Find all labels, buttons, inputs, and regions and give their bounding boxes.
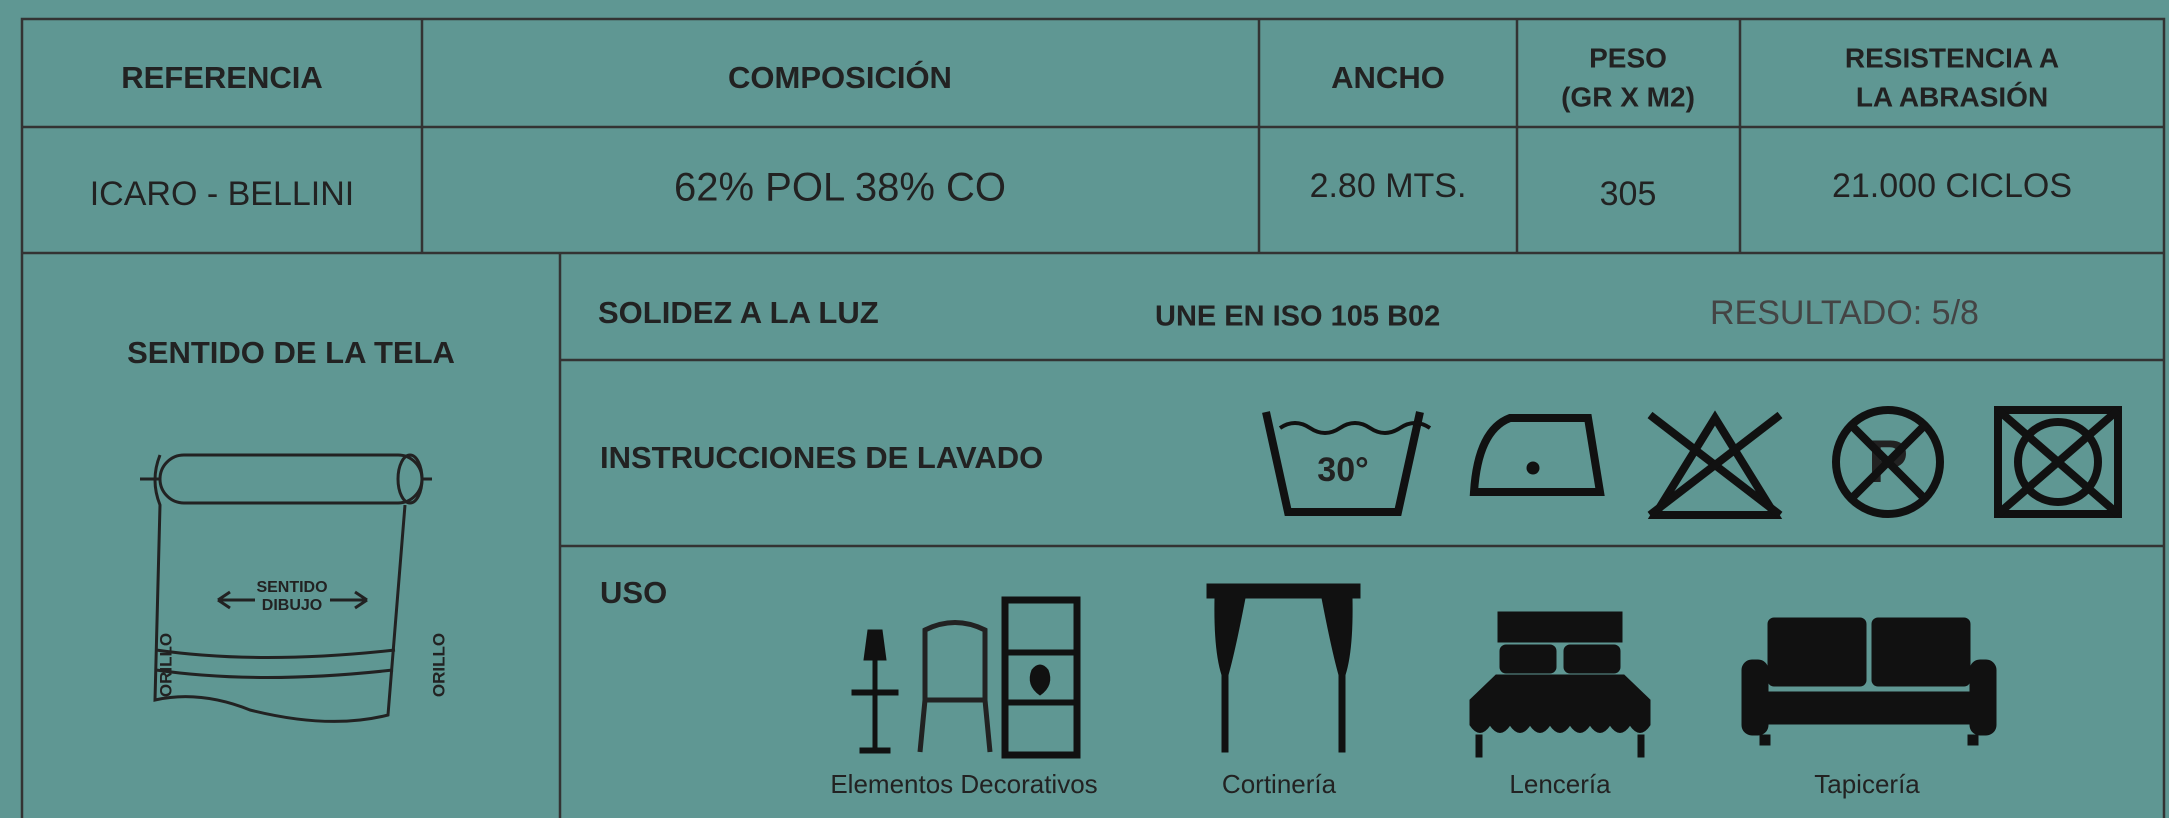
arrow-label: DIBUJO bbox=[262, 597, 322, 614]
header-cell: ANCHO bbox=[1331, 60, 1445, 95]
bed-icon bbox=[1469, 611, 1651, 758]
use-caption: Lencería bbox=[1509, 769, 1611, 799]
decor-icon bbox=[851, 596, 1081, 759]
use-caption: Cortinería bbox=[1222, 769, 1337, 799]
fabric-roll-icon bbox=[140, 453, 432, 723]
section-title: SENTIDO DE LA TELA bbox=[127, 335, 455, 370]
use-caption: Elementos Decorativos bbox=[830, 769, 1097, 799]
result: RESULTADO: 5/8 bbox=[1710, 294, 1979, 332]
table-lines bbox=[22, 19, 2164, 818]
sheet bbox=[20, 17, 2166, 818]
standard: UNE EN ISO 105 B02 bbox=[1155, 301, 1440, 333]
value-cell: 62% POL 38% CO bbox=[674, 166, 1006, 210]
no-bleach-icon bbox=[1647, 410, 1783, 519]
value-cell: 2.80 MTS. bbox=[1310, 167, 1467, 205]
sofa-icon bbox=[1741, 617, 1997, 746]
value-cell: ICARO - BELLINI bbox=[90, 175, 355, 213]
arrow-label: SENTIDO bbox=[256, 579, 327, 596]
iron-icon bbox=[1469, 414, 1605, 496]
edge-label: ORILLO bbox=[156, 633, 175, 697]
no-dry-clean-icon: P bbox=[1832, 406, 1944, 518]
wash-icon bbox=[1262, 411, 1432, 516]
value-cell: 305 bbox=[1600, 175, 1657, 213]
use-caption: Tapicería bbox=[1814, 769, 1920, 799]
no-tumble-dry-icon bbox=[1994, 406, 2122, 518]
header-cell: COMPOSICIÓN bbox=[728, 59, 952, 95]
value-cell: 21.000 CICLOS bbox=[1832, 167, 2072, 205]
row-label: INSTRUCCIONES DE LAVADO bbox=[600, 440, 1043, 475]
header-cell: PESO bbox=[1589, 42, 1667, 73]
header-cell: (GR X M2) bbox=[1561, 81, 1695, 112]
header-cell: RESISTENCIA A bbox=[1845, 42, 2059, 73]
header-cell: REFERENCIA bbox=[121, 60, 323, 95]
curtain-icon bbox=[1206, 583, 1361, 753]
row-label: USO bbox=[600, 575, 667, 610]
row-label: SOLIDEZ A LA LUZ bbox=[598, 295, 879, 330]
header-cell: LA ABRASIÓN bbox=[1856, 81, 2048, 112]
wash-temperature: 30° bbox=[1317, 451, 1368, 489]
edge-label: ORILLO bbox=[429, 633, 448, 697]
